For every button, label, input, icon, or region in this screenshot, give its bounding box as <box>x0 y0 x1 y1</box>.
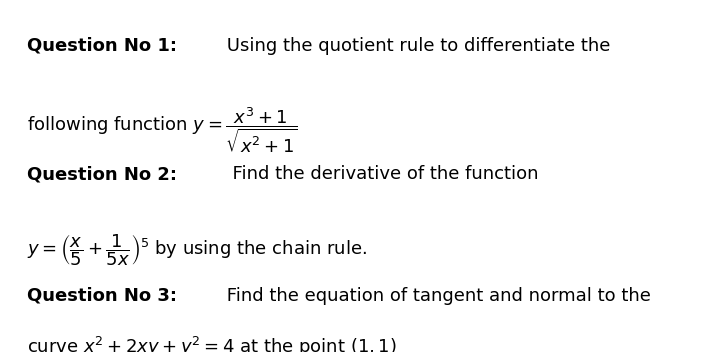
Text: $y = \left(\dfrac{x}{5}+\dfrac{1}{5x}\right)^{5}$ by using the chain rule.: $y = \left(\dfrac{x}{5}+\dfrac{1}{5x}\ri… <box>27 232 367 268</box>
Text: Question No 3:: Question No 3: <box>27 287 177 305</box>
Text: Using the quotient rule to differentiate the: Using the quotient rule to differentiate… <box>221 37 611 55</box>
Text: Find the equation of tangent and normal to the: Find the equation of tangent and normal … <box>221 287 651 305</box>
Text: curve $x^2 + 2xy + y^2 = 4$ at the point $(1,1)$: curve $x^2 + 2xy + y^2 = 4$ at the point… <box>27 335 397 352</box>
Text: Find the derivative of the function: Find the derivative of the function <box>221 165 539 183</box>
Text: Question No 1:: Question No 1: <box>27 37 177 55</box>
Text: Question No 2:: Question No 2: <box>27 165 177 183</box>
Text: following function $y = \dfrac{x^3+1}{\sqrt{x^2+1}}$: following function $y = \dfrac{x^3+1}{\s… <box>27 106 298 156</box>
